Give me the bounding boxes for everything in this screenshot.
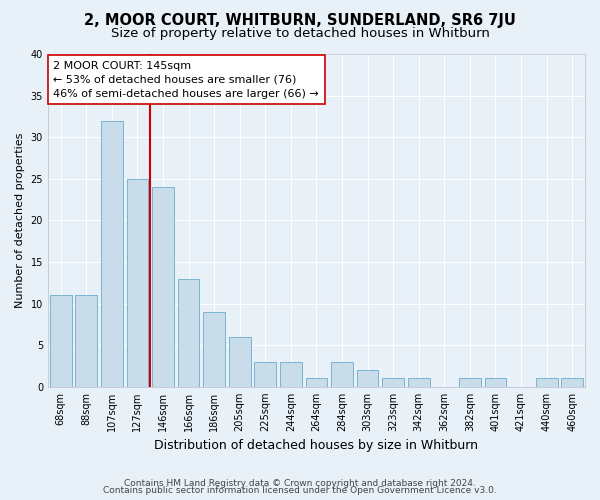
- Text: Contains public sector information licensed under the Open Government Licence v3: Contains public sector information licen…: [103, 486, 497, 495]
- Bar: [152, 187, 174, 387]
- Text: 2 MOOR COURT: 145sqm
← 53% of detached houses are smaller (76)
46% of semi-detac: 2 MOOR COURT: 145sqm ← 53% of detached h…: [53, 60, 319, 98]
- Text: 2, MOOR COURT, WHITBURN, SUNDERLAND, SR6 7JU: 2, MOOR COURT, WHITBURN, SUNDERLAND, SR6…: [84, 12, 516, 28]
- Bar: [485, 378, 506, 387]
- Y-axis label: Number of detached properties: Number of detached properties: [15, 132, 25, 308]
- Bar: [76, 296, 97, 387]
- Bar: [357, 370, 379, 387]
- Bar: [280, 362, 302, 387]
- Text: Size of property relative to detached houses in Whitburn: Size of property relative to detached ho…: [110, 28, 490, 40]
- X-axis label: Distribution of detached houses by size in Whitburn: Distribution of detached houses by size …: [154, 440, 478, 452]
- Bar: [50, 296, 71, 387]
- Bar: [536, 378, 557, 387]
- Bar: [459, 378, 481, 387]
- Bar: [127, 179, 148, 387]
- Bar: [254, 362, 276, 387]
- Bar: [562, 378, 583, 387]
- Bar: [229, 337, 251, 387]
- Bar: [178, 278, 199, 387]
- Bar: [101, 120, 123, 387]
- Text: Contains HM Land Registry data © Crown copyright and database right 2024.: Contains HM Land Registry data © Crown c…: [124, 478, 476, 488]
- Bar: [382, 378, 404, 387]
- Bar: [408, 378, 430, 387]
- Bar: [331, 362, 353, 387]
- Bar: [203, 312, 225, 387]
- Bar: [305, 378, 328, 387]
